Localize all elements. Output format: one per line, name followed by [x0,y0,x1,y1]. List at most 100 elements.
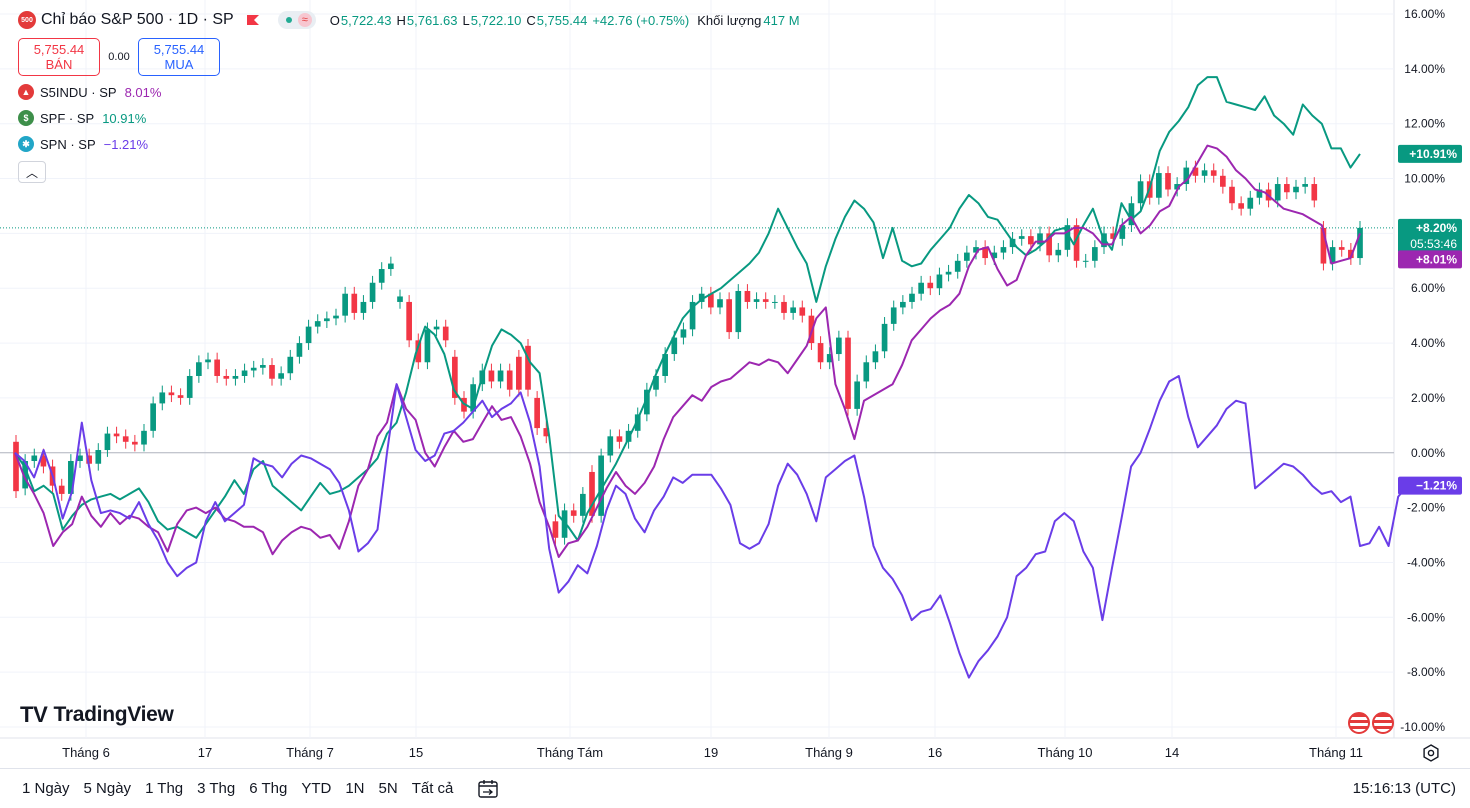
flag-icon[interactable] [246,14,260,26]
candle-body [735,290,742,333]
candle-body [1338,247,1345,250]
candle-body [132,441,138,445]
candle-body [936,274,943,289]
sell-button[interactable]: 5,755.44 BÁN [18,38,100,76]
series-value: 10.91% [102,110,147,126]
range-5d[interactable]: 5 Ngày [83,780,132,797]
spx-last-label-bg [1398,218,1462,253]
delayed-data-icon: ≈ [297,13,312,27]
y-tick-label: 10.00% [1404,172,1445,186]
candle-body [232,375,239,379]
candle-body [1018,236,1025,239]
legend-item-spn[interactable]: ✱ SPN · SP −1.21% [18,131,800,157]
range-ytd[interactable]: YTD [301,780,332,797]
range-all[interactable]: Tất cả [411,780,454,797]
y-tick-label: 2.00% [1411,391,1445,405]
candle-body [205,359,211,363]
candle-body [324,318,330,322]
candle-body [58,485,65,494]
candle-body [1210,170,1217,176]
candle-body [214,359,220,376]
price-axis[interactable]: 16.00%14.00%12.00%10.00%8.00%6.00%4.00%2… [1400,7,1445,734]
candle-body [561,510,568,538]
candle-body [406,301,412,341]
x-tick-label: Tháng 9 [805,745,853,760]
s5indu-last-label: +8.01% [1416,252,1457,266]
candle-body [772,301,778,303]
candle-body [1238,203,1244,209]
ohlc-open: O5,722.43 [329,12,392,28]
candle-body [86,455,92,464]
x-tick-label: Tháng 6 [62,745,110,760]
candle-body [333,315,339,319]
buy-button[interactable]: 5,755.44 MUA [138,38,220,76]
range-1m[interactable]: 1 Thg [145,780,184,797]
candle-body [525,345,531,390]
market-status-pill[interactable]: ≈ [277,11,316,29]
candle-body [1220,175,1226,187]
y-tick-label: -2.00% [1407,501,1445,515]
candle-body [1293,186,1299,193]
exchange-flags[interactable] [1348,712,1396,734]
candle-body [95,450,102,464]
candle-body [360,301,367,313]
ohlc-high: H5,761.63 [396,12,458,28]
spn-last-label: −1.21% [1416,479,1457,493]
candle-body [964,252,970,261]
candle-body [1247,197,1254,209]
us-flag-icon [1372,712,1394,734]
legend-item-s5indu[interactable]: ▲ S5INDU · SP 8.01% [18,79,800,105]
candle-body [77,455,83,461]
candle-body [1357,227,1363,259]
candle-body [826,354,833,363]
candle-body [753,299,760,302]
range-5y[interactable]: 5N [378,780,398,797]
candle-body [634,414,641,431]
us-flag-icon [1348,712,1370,734]
gear-icon[interactable] [1422,744,1440,762]
candle-body [150,403,156,431]
bottom-toolbar: 1 Ngày 5 Ngày 1 Thg 3 Thg 6 Thg YTD 1N 5… [0,768,1470,808]
s5indu-last-label-bg [1398,250,1462,269]
candle-body [744,290,751,302]
range-1y[interactable]: 1N [345,780,365,797]
brand-name: TradingView [53,703,174,726]
time-axis[interactable]: Tháng 6 17 Tháng 7 15 Tháng Tám 19 Tháng 9 16 Th… [62,745,1363,760]
symbol-title[interactable]: Chỉ báo S&P 500 · 1D · SP [41,11,234,28]
series-name: S5INDU · SP [40,84,117,100]
tradingview-logo[interactable]: TV TradingView [20,702,174,728]
tradingview-mark-icon: TV [20,702,48,727]
spf-line [14,76,1361,542]
candle-body [31,455,38,461]
range-1d[interactable]: 1 Ngày [22,780,70,797]
candle-body [296,343,303,357]
candle-body [616,436,623,442]
s5indu-line [14,144,1361,558]
candle-body [982,247,988,259]
candle-body [781,301,787,313]
spn-line [14,375,1409,679]
legend-item-spf[interactable]: $ SPF · SP 10.91% [18,105,800,131]
volume-label: Khối lượng [697,12,762,28]
date-range-calendar-icon[interactable] [477,779,499,799]
candle-body [689,301,696,330]
range-3m[interactable]: 3 Thg [197,780,236,797]
candle-body [13,441,19,492]
x-tick-label: 14 [1165,745,1179,760]
y-tick-label: -8.00% [1407,665,1445,679]
y-tick-label: 16.00% [1404,7,1445,21]
candle-body [415,340,422,363]
candle-body [424,329,431,363]
candle-body [909,293,915,302]
candle-body [397,296,403,302]
market-open-icon [285,17,292,23]
candle-body [1284,184,1290,193]
range-6m[interactable]: 6 Thg [249,780,288,797]
spf-last-label: +10.91% [1409,147,1457,161]
candle-body [836,337,842,355]
utc-clock[interactable]: 15:16:13 (UTC) [1352,780,1456,797]
collapse-legend-button[interactable]: ︿ [18,161,46,183]
candle-body [287,356,294,374]
candle-body [927,282,934,289]
